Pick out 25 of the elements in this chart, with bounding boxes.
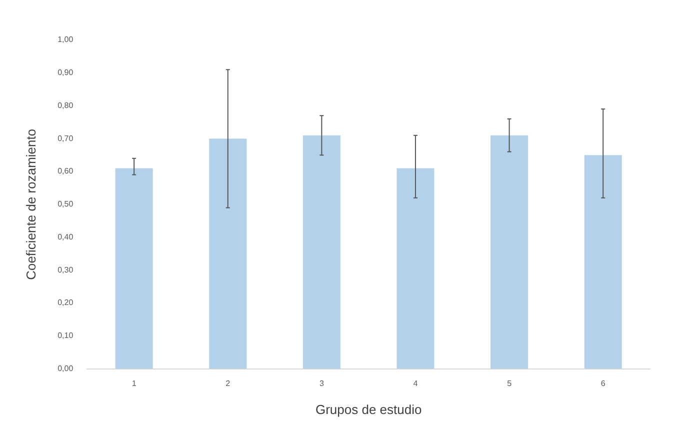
y-tick-label: 1,00: [58, 35, 74, 44]
y-tick-label: 0,30: [58, 265, 74, 274]
x-axis-title: Grupos de estudio: [315, 402, 422, 417]
y-tick-label: 0,70: [58, 134, 74, 143]
y-tick-label: 0,60: [58, 166, 74, 176]
y-tick-label: 0,10: [58, 331, 74, 340]
y-axis-title: Coeficiente de rozamiento: [23, 128, 38, 280]
x-tick-label: 1: [132, 378, 137, 388]
y-tick-label: 0,00: [58, 364, 74, 374]
y-tick-label: 0,40: [58, 232, 74, 242]
bar: [209, 138, 247, 369]
x-tick-label: 6: [600, 378, 606, 388]
y-tick-label: 0,20: [58, 298, 74, 308]
y-tick-label: 0,80: [58, 100, 74, 110]
x-tick-label: 5: [507, 378, 512, 388]
bar: [396, 168, 434, 369]
bar: [115, 168, 153, 369]
bar: [302, 135, 340, 369]
bar: [490, 135, 528, 369]
x-tick-label: 3: [319, 378, 324, 388]
bar: [584, 155, 622, 369]
y-tick-label: 0,50: [58, 200, 74, 209]
x-tick-label: 4: [413, 378, 418, 388]
x-tick-label: 2: [226, 378, 231, 388]
y-tick-label: 0,90: [58, 68, 74, 78]
